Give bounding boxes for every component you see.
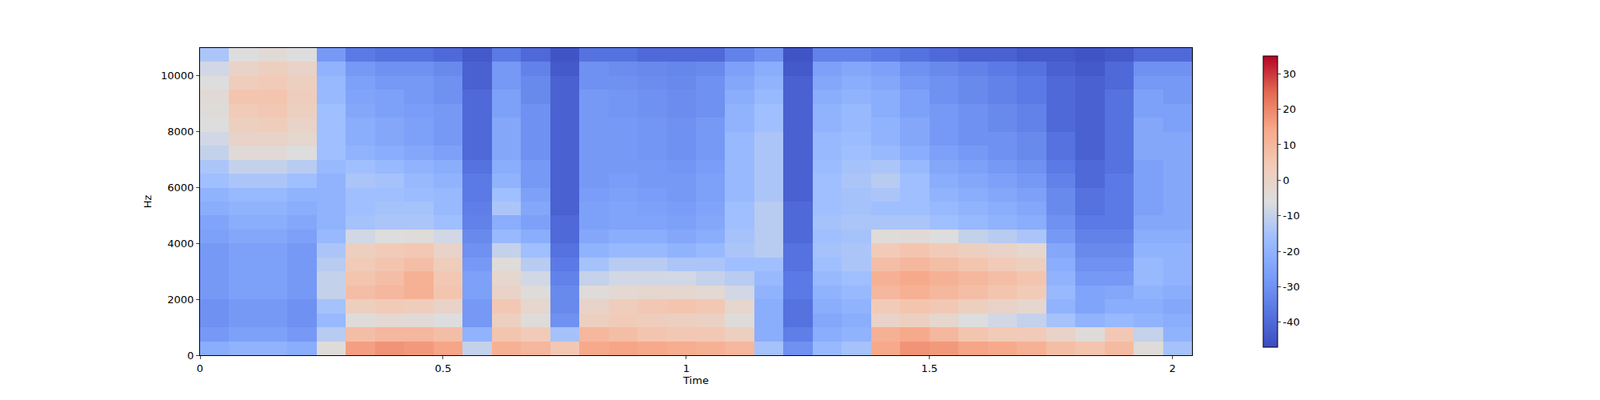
svg-text:Time: Time [682,374,709,387]
svg-text:1.5: 1.5 [920,362,938,375]
svg-text:2000: 2000 [167,293,194,306]
svg-text:30: 30 [1283,68,1297,80]
svg-text:1: 1 [683,362,690,375]
svg-text:-40: -40 [1283,316,1300,328]
svg-text:-30: -30 [1283,280,1300,293]
svg-text:0.5: 0.5 [435,362,452,375]
svg-text:10000: 10000 [160,69,194,82]
svg-text:-20: -20 [1283,245,1300,258]
svg-text:0: 0 [187,349,194,362]
svg-text:-10: -10 [1283,209,1300,222]
svg-text:2: 2 [1169,362,1176,375]
svg-text:Hz: Hz [141,195,154,209]
svg-text:10: 10 [1283,139,1297,152]
svg-text:4000: 4000 [167,237,194,250]
svg-text:0: 0 [1283,174,1290,187]
svg-text:0: 0 [196,362,204,375]
svg-text:8000: 8000 [167,125,194,138]
svg-text:20: 20 [1283,103,1297,116]
svg-text:6000: 6000 [167,181,194,194]
